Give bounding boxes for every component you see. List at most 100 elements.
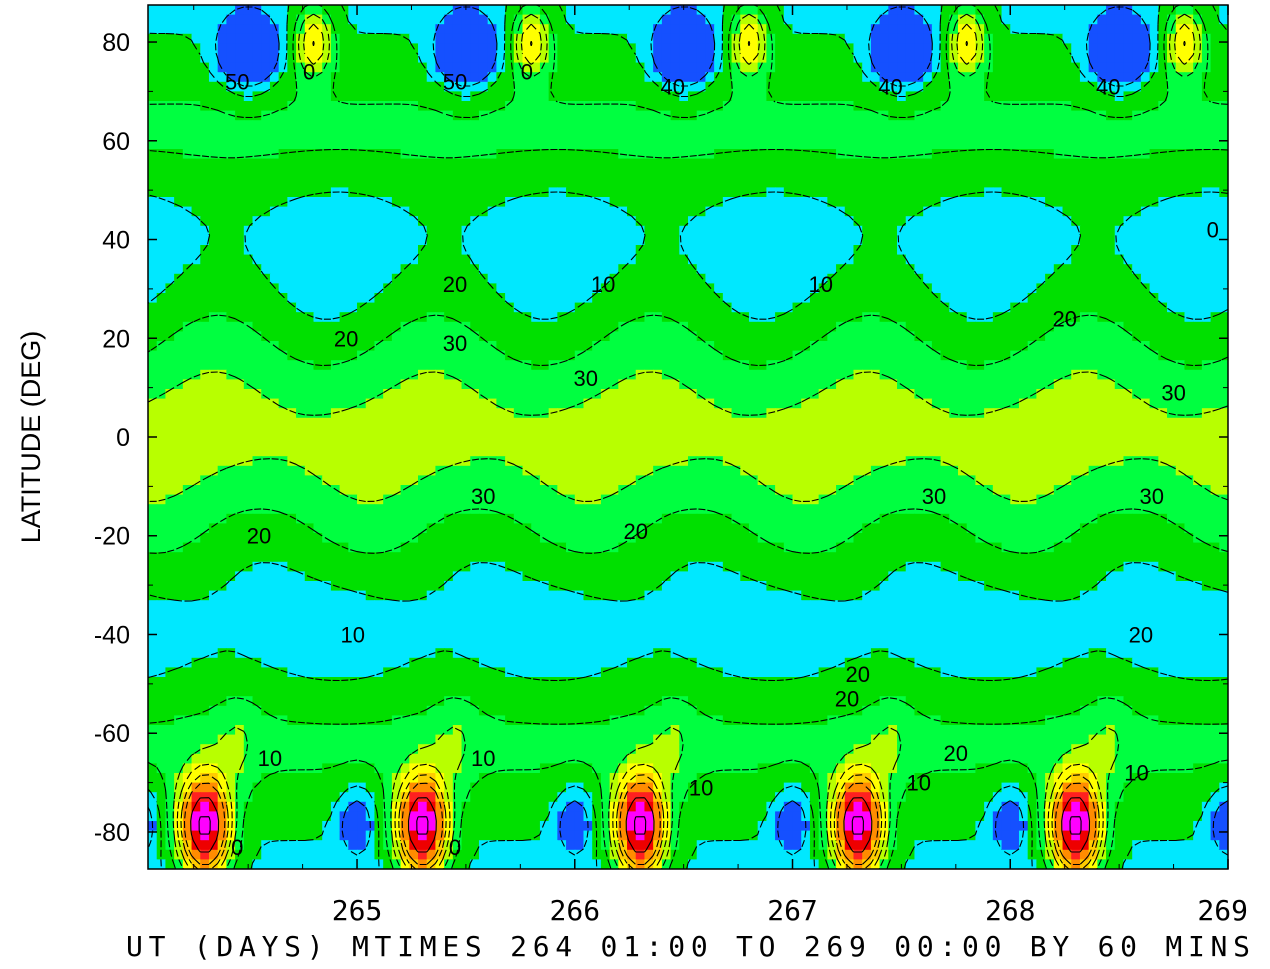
field-cell	[888, 235, 898, 246]
field-cell	[792, 331, 802, 342]
field-cell	[339, 302, 349, 313]
field-cell	[1018, 43, 1029, 54]
field-cell	[722, 43, 733, 54]
field-cell	[522, 43, 532, 54]
field-cell	[156, 53, 167, 64]
field-cell	[792, 235, 802, 246]
field-cell	[383, 360, 393, 371]
field-cell	[940, 81, 950, 92]
field-cell	[522, 254, 532, 265]
field-cell	[426, 33, 437, 44]
field-cell	[330, 53, 341, 64]
field-cell	[722, 216, 733, 227]
field-cell	[1132, 101, 1142, 112]
field-cell	[653, 331, 663, 342]
field-cell	[574, 168, 585, 179]
field-cell	[1088, 43, 1098, 54]
field-cell	[600, 302, 611, 313]
field-cell	[1071, 101, 1081, 112]
field-cell	[818, 350, 828, 361]
field-cell	[940, 197, 950, 208]
field-cell	[148, 53, 158, 64]
field-cell	[836, 5, 846, 16]
field-cell	[1027, 341, 1037, 352]
field-cell	[583, 14, 593, 25]
field-cell	[679, 158, 689, 169]
field-cell	[174, 273, 184, 284]
field-cell	[1210, 235, 1220, 246]
field-cell	[226, 62, 236, 73]
field-cell	[496, 139, 506, 150]
field-cell	[1132, 254, 1142, 265]
field-cell	[748, 197, 759, 208]
field-cell	[940, 177, 950, 188]
field-cell	[949, 53, 959, 64]
field-cell	[557, 110, 567, 121]
field-cell	[383, 149, 393, 160]
field-cell	[191, 312, 201, 323]
field-cell	[165, 264, 175, 275]
field-cell	[435, 62, 445, 73]
field-cell	[958, 168, 968, 179]
field-cell	[226, 149, 236, 160]
field-cell	[200, 110, 210, 121]
field-cell	[1062, 168, 1072, 179]
field-cell	[148, 149, 158, 160]
field-cell	[966, 225, 977, 236]
field-cell	[923, 33, 933, 44]
field-cell	[156, 312, 167, 323]
field-cell	[931, 129, 942, 140]
field-cell	[435, 379, 445, 390]
field-cell	[165, 273, 175, 284]
field-cell	[888, 149, 898, 160]
field-cell	[1018, 216, 1029, 227]
field-cell	[653, 379, 663, 390]
field-cell	[182, 177, 193, 188]
field-cell	[836, 273, 846, 284]
field-cell	[714, 206, 724, 217]
field-cell	[801, 283, 811, 294]
field-cell	[1097, 72, 1107, 83]
field-cell	[235, 197, 245, 208]
field-cell	[844, 321, 855, 332]
field-cell	[1123, 341, 1133, 352]
field-cell	[966, 158, 977, 169]
field-cell	[1106, 360, 1116, 371]
field-cell	[374, 110, 384, 121]
field-cell	[644, 33, 654, 44]
field-cell	[261, 216, 271, 227]
field-cell	[862, 331, 872, 342]
field-cell	[618, 110, 628, 121]
field-cell	[966, 206, 977, 217]
field-cell	[592, 206, 602, 217]
field-cell	[1045, 264, 1055, 275]
field-cell	[1062, 379, 1072, 390]
field-cell	[827, 62, 837, 73]
field-cell	[409, 293, 419, 304]
field-cell	[1018, 149, 1029, 160]
field-cell	[313, 245, 323, 256]
field-cell	[740, 158, 750, 169]
field-cell	[1010, 206, 1020, 217]
field-cell	[1027, 158, 1037, 169]
field-cell	[853, 197, 863, 208]
field-cell	[783, 264, 794, 275]
field-cell	[1210, 293, 1220, 304]
field-cell	[200, 5, 210, 16]
field-cell	[261, 350, 271, 361]
field-cell	[644, 216, 654, 227]
field-cell	[539, 283, 550, 294]
field-cell	[1053, 5, 1064, 16]
field-cell	[844, 293, 855, 304]
field-cell	[618, 24, 628, 35]
field-cell	[862, 350, 872, 361]
field-cell	[975, 62, 985, 73]
field-cell	[818, 14, 828, 25]
field-cell	[1175, 158, 1186, 169]
field-cell	[766, 177, 776, 188]
field-cell	[1053, 312, 1064, 323]
field-cell	[426, 360, 437, 371]
field-cell	[182, 62, 193, 73]
field-cell	[235, 254, 245, 265]
field-cell	[992, 43, 1003, 54]
